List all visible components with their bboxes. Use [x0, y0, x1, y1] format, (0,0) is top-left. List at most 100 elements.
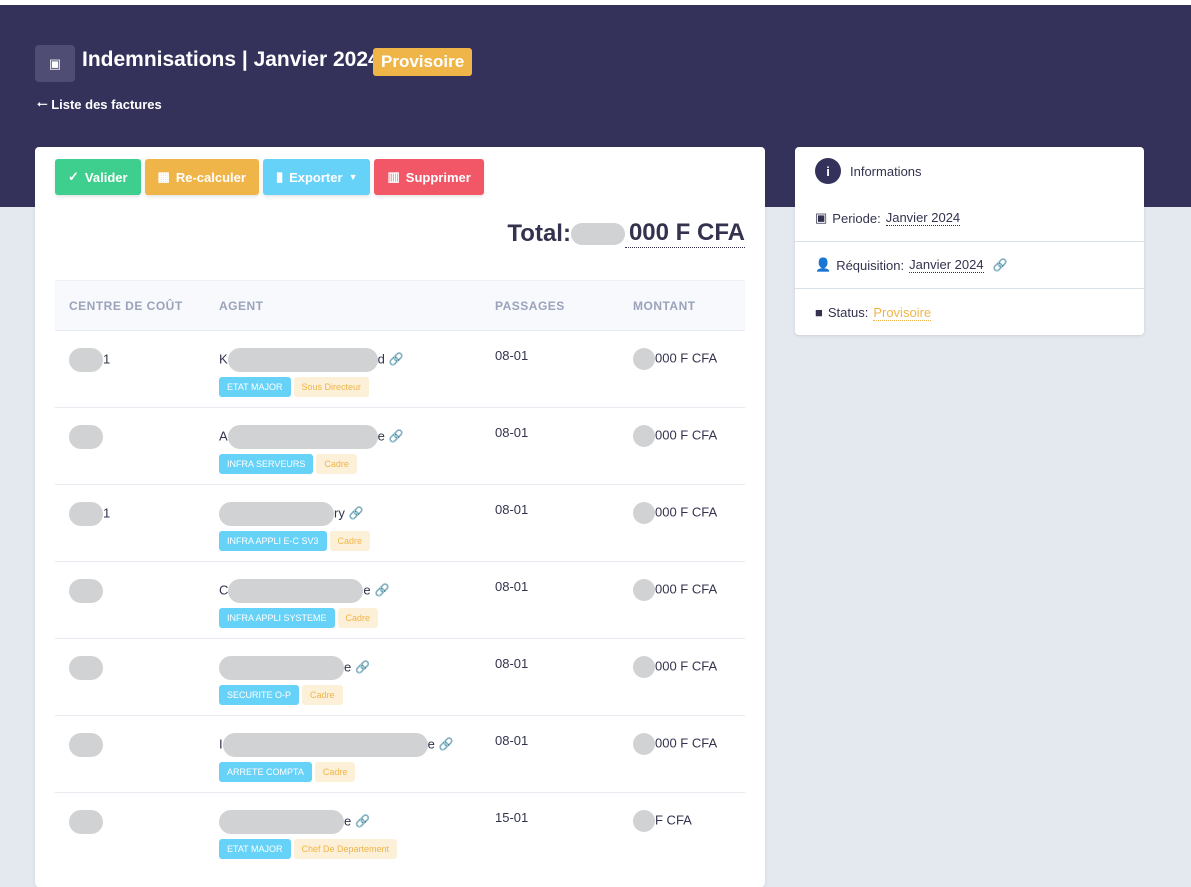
redacted	[69, 810, 103, 834]
agent-name-end: e	[363, 582, 371, 598]
link-icon[interactable]: 🔗	[388, 352, 404, 367]
trash-icon: ▥	[387, 169, 400, 184]
recalculate-label: Re-calculer	[175, 169, 246, 185]
agent-name-end: e	[377, 428, 385, 444]
grade-tag: Cadre	[302, 685, 343, 705]
passages: 08-01	[481, 484, 619, 562]
passages: 08-01	[481, 407, 619, 485]
passages: 08-01	[481, 330, 619, 408]
redacted	[219, 502, 334, 526]
department-tag: INFRA SERVEURS	[219, 454, 314, 474]
link-icon[interactable]: 🔗	[438, 737, 454, 752]
redacted	[633, 425, 655, 447]
redacted	[69, 656, 103, 680]
grade-tag: Chef De Departement	[293, 839, 398, 859]
redacted	[227, 348, 378, 372]
total: Total: 000 F CFA	[507, 219, 745, 248]
link-icon[interactable]: 🔗	[388, 429, 404, 444]
requisition-label: Réquisition:	[836, 257, 905, 273]
back-link-label: Liste des factures	[51, 97, 162, 112]
redacted	[69, 502, 103, 526]
agent-name-start: K	[219, 351, 228, 367]
info-panel: i Informations ▣ Periode: Janvier 2024 👤 Réq…	[795, 147, 1144, 335]
briefcase-icon: ■	[815, 305, 823, 320]
table-row: e 🔗 ETAT MAJOR Chef De Departement 15-01 F…	[55, 792, 745, 870]
amount: 000 F CFA	[655, 504, 718, 520]
redacted	[570, 222, 625, 245]
back-link[interactable]: 🠀 Liste des factures	[37, 96, 162, 118]
column-header: CENTRE DE COÛT	[55, 280, 205, 331]
money-icon: ▣	[35, 45, 75, 82]
redacted	[69, 733, 103, 757]
link-icon[interactable]: 🔗	[355, 660, 371, 675]
requisition-value[interactable]: Janvier 2024	[909, 257, 984, 273]
redacted	[69, 579, 103, 603]
grade-tag: Cadre	[337, 608, 379, 628]
delete-button[interactable]: ▥ Supprimer	[374, 159, 484, 195]
info-status: ■ Status: Provisoire	[795, 289, 1144, 336]
agent-name-end: e	[427, 736, 435, 752]
amount: 000 F CFA	[655, 735, 718, 751]
grade-tag: Cadre	[316, 454, 357, 474]
link-icon[interactable]: 🔗	[348, 506, 364, 521]
redacted	[633, 810, 655, 832]
caret-down-icon: ▼	[348, 172, 358, 182]
periode-label: Periode:	[832, 210, 881, 226]
amount: F CFA	[655, 812, 692, 828]
redacted	[219, 656, 344, 680]
department-tag: ETAT MAJOR	[219, 839, 291, 859]
export-label: Exporter	[289, 169, 343, 185]
amount: 000 F CFA	[655, 658, 718, 674]
amount: 000 F CFA	[655, 350, 718, 366]
link-icon[interactable]: 🔗	[992, 258, 1008, 272]
amount: 000 F CFA	[655, 427, 718, 443]
passages: 08-01	[481, 638, 619, 716]
cost-center: 1	[103, 351, 111, 367]
agent-name-start: A	[219, 428, 228, 444]
page-title: Indemnisations | Janvier 2024	[82, 48, 380, 71]
top-strip	[0, 0, 1191, 5]
grade-tag: Cadre	[314, 762, 356, 782]
redacted	[633, 579, 655, 601]
redacted	[633, 733, 655, 755]
redacted	[633, 348, 655, 370]
agent-name-end: e	[344, 659, 352, 675]
passages: 08-01	[481, 561, 619, 639]
table-row: e 🔗 SECURITE O-P Cadre 08-01 000 F CFA	[55, 638, 745, 716]
grade-tag: Sous Directeur	[293, 377, 370, 397]
validate-button[interactable]: ✓ Valider	[55, 159, 141, 195]
agent-name-start: I	[219, 736, 223, 752]
redacted	[227, 425, 378, 449]
status-value[interactable]: Provisoire	[873, 304, 932, 321]
user-check-icon: 👤	[815, 257, 832, 272]
info-icon: i	[815, 158, 841, 184]
arrow-left-icon: 🠀	[37, 97, 48, 112]
agent-name-end: d	[377, 351, 385, 367]
export-button[interactable]: ▮ Exporter ▼	[262, 159, 371, 195]
redacted	[228, 579, 364, 603]
agent-name-end: ry	[334, 505, 345, 521]
delete-label: Supprimer	[405, 169, 471, 185]
column-header: MONTANT	[619, 280, 745, 331]
column-header: AGENT	[205, 280, 481, 331]
agent-name-start: C	[219, 582, 229, 598]
department-tag: ARRETE COMPTA	[219, 762, 312, 782]
validate-label: Valider	[84, 169, 128, 185]
total-label: Total:	[507, 219, 571, 247]
department-tag: INFRA APPLI SYSTEME	[219, 608, 335, 628]
total-amount[interactable]: 000 F CFA	[624, 219, 745, 248]
status-label: Status:	[827, 305, 869, 320]
periode-value[interactable]: Janvier 2024	[885, 210, 961, 226]
link-icon[interactable]: 🔗	[374, 583, 390, 598]
link-icon[interactable]: 🔗	[355, 814, 371, 829]
department-tag: ETAT MAJOR	[219, 377, 291, 397]
recalculate-button[interactable]: ▦ Re-calculer	[144, 159, 259, 195]
invoice-card: ✓ Valider ▦ Re-calculer ▮ Exporter ▼ ▥ Suppri…	[35, 147, 765, 887]
redacted	[219, 810, 344, 834]
column-header: PASSAGES	[481, 280, 619, 331]
table-row: 1 ry 🔗 INFRA APPLI E-C SV3 Cadre 08-01 000…	[55, 484, 745, 562]
